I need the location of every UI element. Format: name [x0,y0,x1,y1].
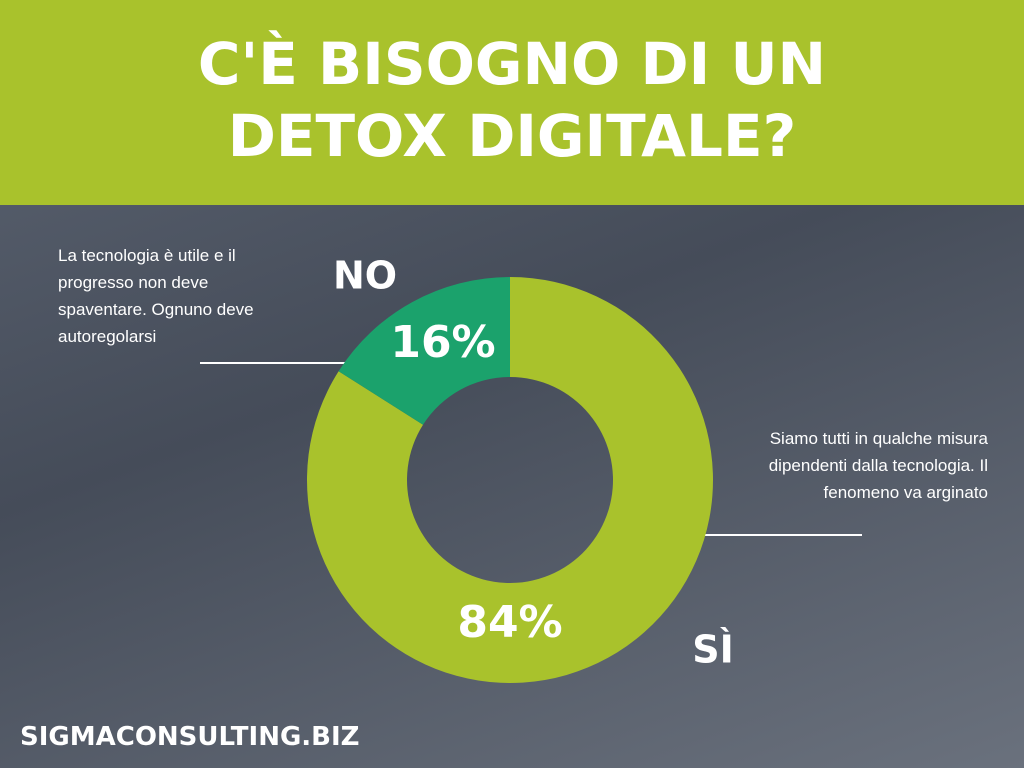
annotation: Siamo tutti in qualche misura dipendenti… [768,429,988,502]
header-band [0,0,1024,205]
value-label: 84% [457,597,562,648]
footer: SIGMACONSULTING.BIZ [20,722,360,752]
donut-slice [338,277,510,425]
annotation: La tecnologia è utile e il progresso non… [58,246,254,346]
category-label: NO [333,254,397,298]
chart-title: C'È BISOGNO DI UN DETOX DIGITALE? [197,30,827,170]
category-label: SÌ [692,628,734,672]
donut-slice [306,277,713,683]
value-label: 16% [390,317,495,368]
